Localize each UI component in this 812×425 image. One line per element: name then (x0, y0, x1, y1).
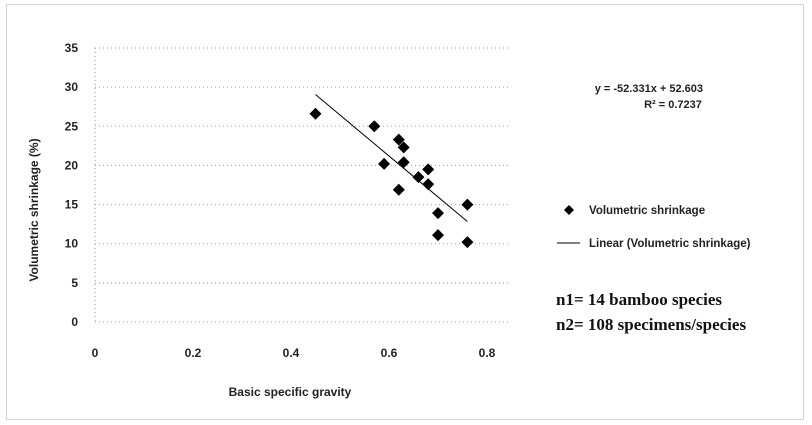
x-axis-title: Basic specific gravity (229, 385, 352, 399)
x-tick-label-0.2: 0.2 (185, 346, 202, 360)
data-point-5 (397, 141, 410, 154)
legend-label-linear-trend: Linear (Volumetric shrinkage) (589, 238, 751, 250)
y-tick-label-35: 35 (65, 41, 79, 55)
x-tick-label-0.6: 0.6 (381, 346, 398, 360)
data-point-12 (432, 229, 444, 242)
x-tick-label-0.4: 0.4 (283, 346, 300, 360)
y-tick-label-20: 20 (65, 158, 79, 172)
trendline-equation: y = -52.331x + 52.603 (595, 83, 703, 95)
x-tick-labels: 0 0.2 0.4 0.6 0.8 (92, 346, 496, 360)
y-axis-title: Volumetric shrinkage (%) (27, 138, 41, 281)
y-tick-labels: 0 5 10 15 20 25 30 35 (65, 41, 79, 329)
r-squared-label: R² = 0.7237 (644, 99, 702, 111)
data-point-10 (422, 178, 435, 191)
x-tick-label-0: 0 (92, 346, 99, 360)
data-point-13 (461, 198, 474, 211)
data-point-2 (368, 120, 381, 133)
y-tick-label-0: 0 (71, 315, 78, 329)
data-point-1 (309, 107, 322, 120)
data-point-9 (422, 163, 435, 176)
legend-diamond-marker (564, 205, 574, 215)
legend: Volumetric shrinkage Linear (Volumetric … (557, 205, 751, 250)
y-tick-label-10: 10 (65, 237, 79, 251)
data-point-4 (392, 133, 405, 146)
data-point-8 (412, 171, 425, 184)
data-points (309, 107, 474, 249)
y-tick-label-25: 25 (65, 119, 79, 133)
note-species-count: n1= 14 bamboo species (556, 290, 722, 309)
data-point-7 (392, 183, 405, 196)
note-specimen-count: n2= 108 specimens/species (556, 315, 746, 334)
x-tick-label-0.8: 0.8 (479, 346, 496, 360)
y-tick-label-30: 30 (65, 80, 79, 94)
legend-label-volumetric-shrinkage: Volumetric shrinkage (589, 205, 705, 217)
chart-frame (6, 4, 804, 420)
data-point-11 (432, 207, 444, 220)
trendline (315, 94, 468, 222)
grid-layer (94, 47, 509, 323)
y-tick-label-15: 15 (65, 198, 79, 212)
data-point-3 (378, 157, 391, 170)
data-point-6 (397, 156, 410, 169)
data-point-14 (461, 236, 474, 249)
y-tick-label-5: 5 (71, 276, 78, 290)
